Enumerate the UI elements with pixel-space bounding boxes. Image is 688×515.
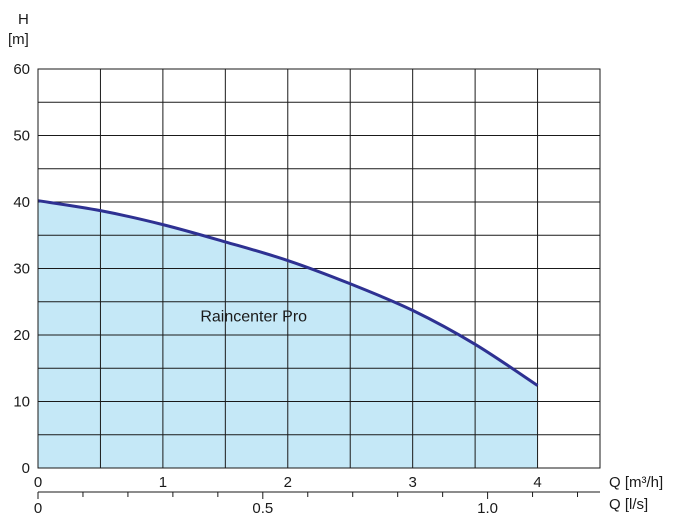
- y-tick-label: 40: [13, 194, 30, 211]
- x2-axis-label: Q [l/s]: [609, 496, 648, 513]
- x-axis-label: Q [m³/h]: [609, 474, 663, 491]
- x-tick-label: 4: [533, 474, 541, 491]
- x2-tick-label: 0: [34, 500, 42, 515]
- x-axis-ticks: 0 1 2 3 4: [34, 474, 542, 491]
- y-axis-label-line1: H: [18, 11, 29, 28]
- y-tick-label: 50: [13, 128, 30, 145]
- x-tick-label: 1: [159, 474, 167, 491]
- grid: [38, 69, 600, 468]
- x2-tick-label: 1.0: [477, 500, 498, 515]
- x-tick-label: 2: [284, 474, 292, 491]
- curve-line: [37, 199, 539, 387]
- y-tick-label: 60: [13, 61, 30, 78]
- series-annotation: Raincenter Pro: [200, 309, 307, 326]
- y-tick-label: 0: [22, 460, 30, 477]
- x2-axis: 0 0.5 1.0: [34, 491, 600, 515]
- x-tick-label: 0: [34, 474, 42, 491]
- y-axis-label-line2: [m]: [8, 31, 29, 48]
- y-axis-ticks: 0 10 20 30 40 50 60: [13, 61, 30, 477]
- plot-frame: [37, 68, 601, 469]
- y-tick-label: 20: [13, 327, 30, 344]
- x-tick-label: 3: [408, 474, 416, 491]
- y-tick-label: 30: [13, 261, 30, 278]
- y-tick-label: 10: [13, 394, 30, 411]
- x2-tick-label: 0.5: [252, 500, 273, 515]
